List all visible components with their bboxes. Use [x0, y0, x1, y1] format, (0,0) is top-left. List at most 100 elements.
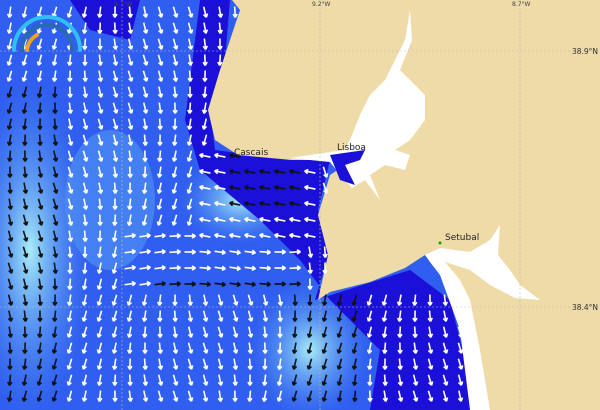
- current-arrow: [217, 38, 223, 50]
- current-arrow: [157, 326, 163, 338]
- current-arrow: [199, 216, 211, 223]
- current-arrow: [289, 184, 301, 191]
- current-arrow: [169, 233, 181, 239]
- current-arrow: [336, 342, 343, 354]
- current-arrow: [397, 326, 403, 338]
- current-arrow: [96, 326, 103, 338]
- current-arrow: [427, 342, 434, 354]
- current-arrow: [52, 118, 58, 130]
- current-arrow: [96, 262, 103, 274]
- deep-ocean-coastal: [185, 0, 470, 410]
- current-arrow: [172, 374, 179, 386]
- current-arrow: [412, 326, 418, 338]
- current-arrow: [244, 281, 256, 288]
- current-arrow: [397, 342, 403, 354]
- current-arrow: [52, 86, 58, 98]
- current-arrow: [187, 326, 194, 338]
- current-arrow: [366, 294, 373, 306]
- current-arrow: [6, 38, 13, 50]
- current-arrow: [6, 54, 13, 66]
- current-arrow: [274, 249, 286, 255]
- current-arrow: [82, 166, 89, 178]
- current-arrow: [156, 198, 163, 210]
- current-arrow: [427, 294, 433, 306]
- current-arrow: [126, 342, 133, 354]
- current-arrow: [217, 358, 224, 370]
- current-arrow: [21, 102, 28, 114]
- current-arrow: [186, 166, 193, 178]
- current-arrow: [321, 358, 328, 370]
- current-arrow: [307, 262, 313, 274]
- current-arrow: [112, 22, 118, 34]
- current-arrow: [111, 326, 118, 338]
- current-arrow: [52, 150, 59, 162]
- current-arrow: [277, 310, 283, 322]
- current-arrows: [6, 6, 464, 402]
- current-arrow: [336, 390, 343, 402]
- current-arrow: [214, 152, 226, 159]
- speed-gauge-icon[interactable]: [12, 15, 82, 52]
- current-arrow: [187, 310, 194, 322]
- current-arrow: [217, 310, 224, 322]
- current-arrow: [36, 70, 43, 82]
- current-arrow: [396, 310, 403, 322]
- current-arrow: [262, 294, 269, 306]
- current-arrow: [244, 216, 256, 223]
- current-arrow: [321, 390, 328, 402]
- current-arrow: [457, 294, 464, 306]
- current-arrow: [22, 278, 29, 290]
- current-arrow: [126, 310, 133, 322]
- current-arrow: [37, 326, 43, 338]
- current-arrow: [232, 6, 238, 18]
- current-arrow: [127, 134, 134, 146]
- current-arrow: [67, 230, 74, 242]
- current-arrow: [382, 358, 388, 370]
- current-arrow: [82, 54, 88, 66]
- current-arrow: [201, 118, 208, 130]
- current-arrow: [52, 214, 59, 226]
- place-label-setubal: Setubal: [445, 233, 479, 243]
- current-arrow: [367, 390, 373, 402]
- current-arrow: [111, 278, 118, 290]
- current-arrow: [382, 390, 389, 402]
- current-arrow: [142, 390, 149, 402]
- ocean-light-area: [0, 80, 90, 410]
- current-arrow: [7, 214, 14, 226]
- current-arrow: [111, 310, 118, 322]
- current-arrow: [172, 390, 179, 402]
- current-arrow: [124, 280, 136, 287]
- current-arrow: [112, 70, 119, 82]
- current-arrow: [202, 326, 209, 338]
- current-arrow: [351, 326, 358, 338]
- current-arrow: [52, 294, 58, 306]
- current-arrow: [366, 326, 373, 338]
- current-arrow: [351, 358, 358, 370]
- current-arrow: [97, 86, 104, 98]
- current-arrow: [186, 182, 193, 194]
- current-arrow: [142, 118, 149, 130]
- current-arrow: [199, 232, 211, 239]
- current-arrow: [336, 326, 343, 338]
- current-arrow: [306, 358, 313, 370]
- current-arrow: [21, 390, 28, 402]
- current-arrow: [202, 70, 208, 82]
- current-arrow: [442, 342, 449, 354]
- current-arrow: [214, 265, 226, 272]
- current-arrow: [321, 294, 328, 306]
- current-arrow: [66, 390, 73, 402]
- current-arrow: [67, 118, 74, 130]
- current-arrow: [229, 200, 241, 207]
- current-arrow: [66, 342, 73, 354]
- current-arrow: [172, 102, 178, 114]
- current-arrow: [172, 326, 179, 338]
- current-arrow: [67, 198, 74, 210]
- current-arrow: [381, 326, 388, 338]
- current-arrow: [67, 182, 74, 194]
- current-arrow: [6, 70, 13, 82]
- current-arrow: [274, 281, 286, 287]
- current-arrow: [214, 184, 226, 191]
- current-arrow: [396, 294, 403, 306]
- current-arrow: [442, 390, 449, 402]
- current-arrow: [244, 184, 256, 191]
